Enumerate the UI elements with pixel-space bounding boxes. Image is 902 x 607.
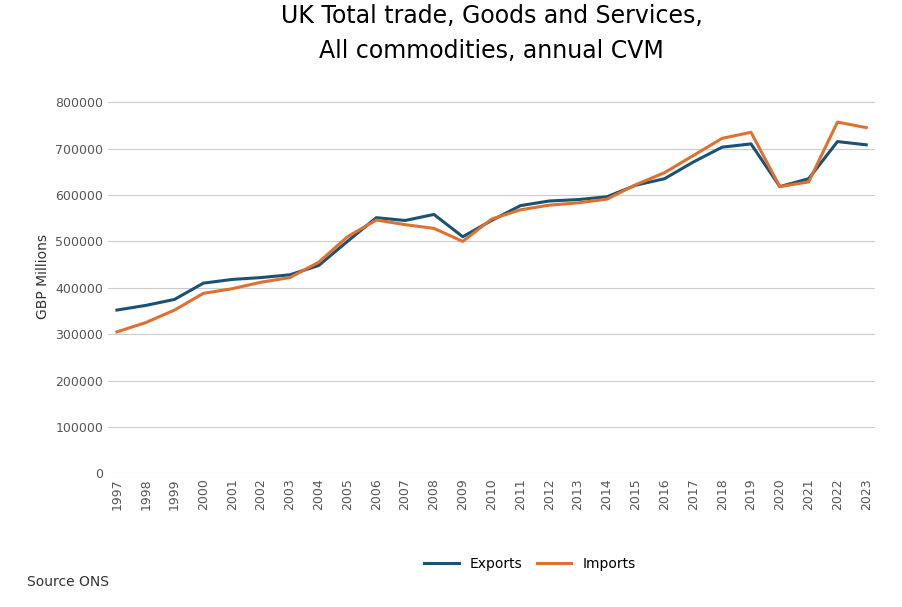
Exports bbox=[804, 175, 815, 182]
Exports bbox=[659, 175, 670, 182]
Imports bbox=[486, 215, 497, 223]
Exports bbox=[141, 302, 152, 309]
Imports bbox=[832, 118, 842, 126]
Imports bbox=[573, 199, 584, 206]
Imports bbox=[544, 202, 555, 209]
Imports bbox=[775, 183, 786, 190]
Imports bbox=[746, 129, 757, 136]
Exports bbox=[544, 197, 555, 205]
Exports bbox=[313, 262, 324, 269]
Exports bbox=[775, 183, 786, 190]
Text: Source ONS: Source ONS bbox=[27, 575, 109, 589]
Exports bbox=[342, 238, 353, 245]
Imports bbox=[515, 206, 526, 214]
Exports bbox=[602, 193, 612, 200]
Exports bbox=[457, 233, 468, 240]
Imports bbox=[198, 290, 208, 297]
Imports bbox=[226, 285, 237, 293]
Imports bbox=[313, 259, 324, 266]
Imports bbox=[861, 124, 871, 131]
Exports bbox=[688, 158, 699, 166]
Imports bbox=[717, 135, 728, 142]
Title: UK Total trade, Goods and Services,
All commodities, annual CVM: UK Total trade, Goods and Services, All … bbox=[281, 4, 703, 63]
Imports bbox=[602, 195, 612, 203]
Imports bbox=[284, 274, 295, 281]
Exports bbox=[861, 141, 871, 149]
Line: Exports: Exports bbox=[117, 141, 866, 310]
Imports bbox=[688, 152, 699, 159]
Exports bbox=[169, 296, 179, 303]
Imports bbox=[400, 221, 410, 228]
Exports bbox=[112, 307, 123, 314]
Legend: Exports, Imports: Exports, Imports bbox=[419, 551, 641, 577]
Line: Imports: Imports bbox=[117, 122, 866, 332]
Exports bbox=[746, 140, 757, 148]
Exports bbox=[226, 276, 237, 283]
Exports bbox=[573, 196, 584, 203]
Exports bbox=[371, 214, 382, 222]
Imports bbox=[371, 216, 382, 223]
Exports bbox=[428, 211, 439, 218]
Imports bbox=[112, 328, 123, 336]
Exports bbox=[255, 274, 266, 281]
Imports bbox=[630, 181, 641, 188]
Exports bbox=[515, 202, 526, 209]
Exports bbox=[284, 271, 295, 279]
Exports bbox=[630, 181, 641, 189]
Imports bbox=[141, 319, 152, 326]
Imports bbox=[428, 225, 439, 232]
Exports bbox=[400, 217, 410, 224]
Imports bbox=[659, 169, 670, 176]
Imports bbox=[169, 307, 179, 314]
Exports bbox=[717, 143, 728, 151]
Exports bbox=[832, 138, 842, 145]
Y-axis label: GBP Millions: GBP Millions bbox=[36, 234, 50, 319]
Imports bbox=[457, 238, 468, 245]
Imports bbox=[804, 178, 815, 186]
Exports bbox=[198, 279, 208, 287]
Imports bbox=[342, 233, 353, 240]
Imports bbox=[255, 279, 266, 286]
Exports bbox=[486, 217, 497, 224]
